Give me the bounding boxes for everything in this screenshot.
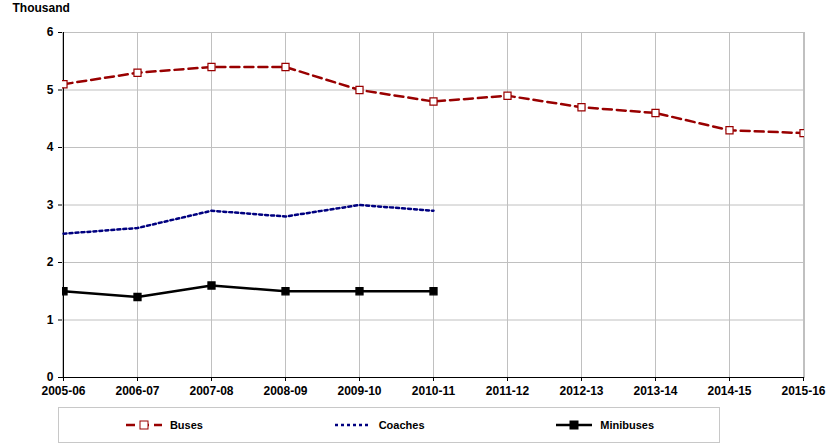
html-text:Minibuses: Minibuses [600, 419, 655, 431]
svg-text:2007-08: 2007-08 [189, 384, 233, 398]
svg-text:3: 3 [47, 198, 54, 212]
svg-text:Thousand: Thousand [13, 1, 70, 15]
svg-text:2006-07: 2006-07 [115, 384, 159, 398]
svg-text:2011-12: 2011-12 [486, 384, 530, 398]
svg-text:2014-15: 2014-15 [707, 384, 751, 398]
svg-text:2015-16: 2015-16 [781, 384, 825, 398]
svg-text:2008-09: 2008-09 [263, 384, 307, 398]
svg-text:0: 0 [47, 370, 54, 384]
svg-text:2: 2 [47, 255, 54, 269]
svg-text:1: 1 [47, 313, 54, 327]
html-text:Buses: Buses [169, 419, 203, 431]
html-text:Coaches: Coaches [378, 419, 425, 431]
svg-text:2012-13: 2012-13 [559, 384, 603, 398]
svg-text:2005-06: 2005-06 [41, 384, 85, 398]
svg-text:4: 4 [47, 140, 54, 154]
svg-text:5: 5 [47, 83, 54, 97]
svg-text:2013-14: 2013-14 [633, 384, 677, 398]
svg-text:6: 6 [47, 25, 54, 39]
svg-text:2010-11: 2010-11 [412, 384, 456, 398]
svg-text:2009-10: 2009-10 [337, 384, 381, 398]
